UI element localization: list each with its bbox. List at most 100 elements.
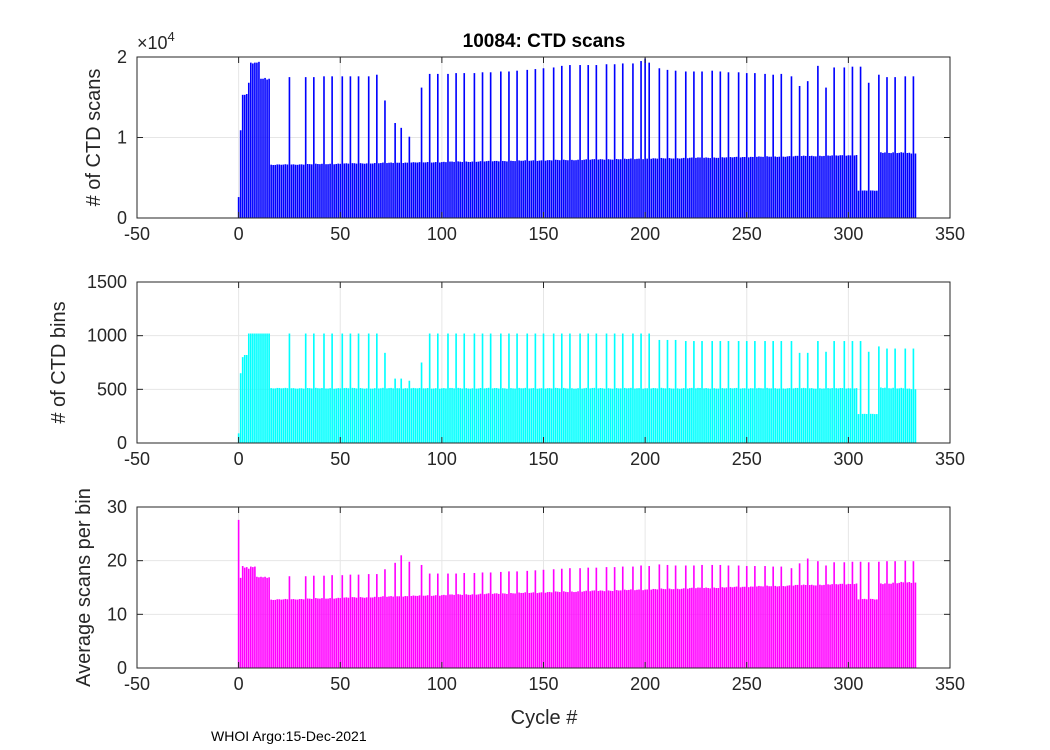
bar: [526, 333, 529, 443]
bar: [776, 586, 779, 668]
bar: [369, 597, 372, 668]
y-tick-label: 0: [117, 658, 127, 678]
bar: [504, 388, 506, 443]
bar: [660, 588, 663, 668]
bar: [867, 562, 870, 668]
bar: [711, 70, 714, 218]
bar: [493, 160, 496, 218]
bar: [678, 589, 681, 668]
bar: [902, 582, 905, 668]
bar: [347, 163, 350, 218]
bar: [365, 388, 368, 443]
bar: [589, 388, 592, 443]
bar: [485, 161, 488, 218]
bar: [843, 341, 846, 443]
bar: [823, 155, 825, 218]
bar: [782, 586, 785, 668]
bar: [534, 69, 537, 218]
bar: [768, 388, 770, 443]
bar: [583, 591, 585, 668]
bar: [910, 389, 913, 443]
bar: [878, 74, 880, 219]
bar: [581, 160, 583, 218]
bar: [369, 388, 372, 443]
bar: [804, 388, 807, 443]
bar: [310, 388, 313, 443]
bar: [756, 388, 758, 443]
bar: [426, 162, 429, 218]
x-tick-label: 100: [427, 224, 457, 244]
bar: [247, 333, 250, 443]
bar: [506, 388, 508, 443]
bar: [831, 584, 833, 668]
bar: [408, 561, 411, 668]
bar: [310, 164, 313, 218]
bar: [750, 156, 752, 218]
x-tick-label: 50: [330, 224, 350, 244]
bar: [680, 158, 683, 218]
bar: [601, 388, 604, 443]
bar: [573, 160, 575, 218]
bar: [784, 586, 787, 668]
bar: [514, 593, 516, 668]
bar: [892, 582, 894, 668]
bar: [798, 563, 801, 668]
bar: [628, 589, 630, 668]
bar: [384, 352, 386, 443]
bar: [343, 597, 346, 668]
bar: [430, 162, 433, 218]
bar: [843, 67, 846, 218]
bar: [522, 388, 524, 443]
bar: [784, 156, 787, 218]
x-tick-label: 250: [732, 449, 762, 469]
bar: [831, 155, 833, 218]
bar: [589, 159, 592, 218]
bar: [327, 388, 329, 443]
bar: [552, 569, 555, 668]
bar: [693, 71, 695, 219]
bar: [416, 595, 419, 668]
bar: [495, 388, 498, 443]
bar: [701, 341, 703, 443]
bar: [613, 567, 616, 668]
bar: [821, 388, 823, 443]
bar: [754, 73, 756, 218]
bar: [892, 152, 894, 218]
bar: [560, 333, 563, 443]
bar: [662, 158, 665, 218]
bar: [565, 160, 567, 218]
bar: [792, 156, 795, 218]
bar: [508, 71, 510, 219]
bar: [337, 388, 340, 443]
bar: [337, 597, 340, 668]
bar: [376, 574, 378, 668]
bar: [695, 157, 697, 218]
y-tick-label: 1000: [87, 326, 127, 346]
bar: [406, 596, 409, 668]
bar: [538, 388, 541, 443]
bar: [806, 558, 809, 668]
bar: [735, 387, 738, 443]
bar: [565, 591, 567, 668]
bar: [817, 65, 819, 218]
bar: [880, 387, 882, 443]
bar: [363, 388, 366, 443]
bar: [556, 159, 559, 218]
bar: [841, 583, 844, 668]
bar: [914, 582, 917, 668]
bar: [422, 388, 425, 443]
bar: [615, 388, 618, 443]
bar: [575, 388, 577, 443]
bar: [640, 565, 642, 668]
bar: [542, 333, 545, 443]
bar: [684, 565, 687, 668]
bar: [268, 577, 270, 668]
bar: [245, 94, 248, 218]
bar: [723, 157, 726, 218]
bar: [873, 190, 876, 218]
bar: [536, 388, 539, 443]
bar: [548, 160, 551, 218]
bar: [725, 587, 728, 668]
